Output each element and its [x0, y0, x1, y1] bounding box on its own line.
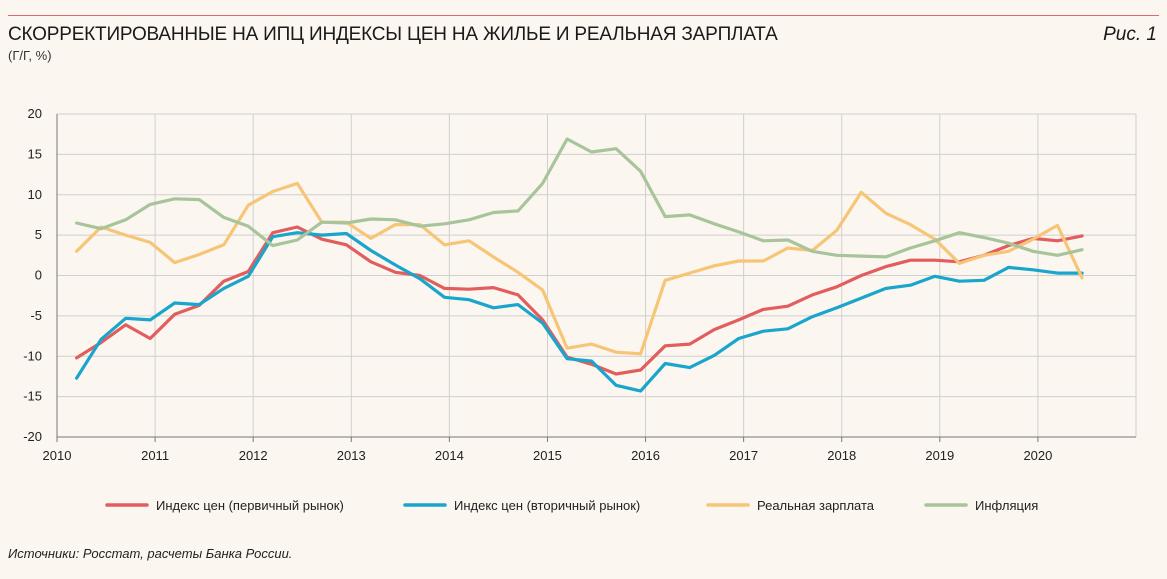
x-tick-label: 2010	[43, 448, 72, 463]
x-tick-label: 2011	[141, 448, 169, 463]
top-rule	[8, 15, 1159, 16]
y-tick-label: -20	[23, 429, 42, 444]
legend-label-0: Индекс цен (первичный рынок)	[156, 498, 344, 513]
x-tick-label: 2015	[533, 448, 562, 463]
grid	[56, 113, 1137, 438]
source-note: Источники: Росстат, расчеты Банка России…	[8, 546, 293, 561]
x-tick-label: 2012	[239, 448, 268, 463]
x-tick-label: 2019	[925, 448, 954, 463]
x-tick-label: 2013	[337, 448, 366, 463]
y-tick-label: -15	[23, 389, 42, 404]
series-line-2	[74, 181, 1084, 356]
figure-label: Рис. 1	[1103, 24, 1157, 45]
y-tick-label: 5	[35, 227, 42, 242]
legend-label-3: Инфляция	[975, 498, 1038, 513]
y-tick-label: 10	[28, 187, 42, 202]
chart-subtitle: (Г/Г, %)	[8, 48, 52, 63]
x-tick-label: 2020	[1023, 448, 1052, 463]
series-lines	[74, 137, 1084, 393]
legend-label-1: Индекс цен (вторичный рынок)	[454, 498, 640, 513]
chart-title: СКОРРЕКТИРОВАННЫЕ НА ИПЦ ИНДЕКСЫ ЦЕН НА …	[8, 24, 778, 45]
y-tick-label: -10	[23, 348, 42, 363]
series-line-1	[74, 231, 1084, 393]
y-tick-label: -5	[30, 308, 42, 323]
x-tick-label: 2016	[631, 448, 660, 463]
legend-label-2: Реальная зарплата	[757, 498, 875, 513]
x-tick-label: 2017	[729, 448, 758, 463]
series-line-3	[74, 137, 1084, 259]
series-line-0	[74, 225, 1084, 376]
y-tick-label: 15	[28, 146, 42, 161]
x-tick-label: 2014	[435, 448, 464, 463]
legend: Индекс цен (первичный рынок) Индекс цен (…	[105, 498, 1038, 513]
y-tick-label: 20	[28, 106, 42, 121]
y-tick-label: 0	[35, 268, 42, 283]
x-tick-label: 2018	[827, 448, 856, 463]
